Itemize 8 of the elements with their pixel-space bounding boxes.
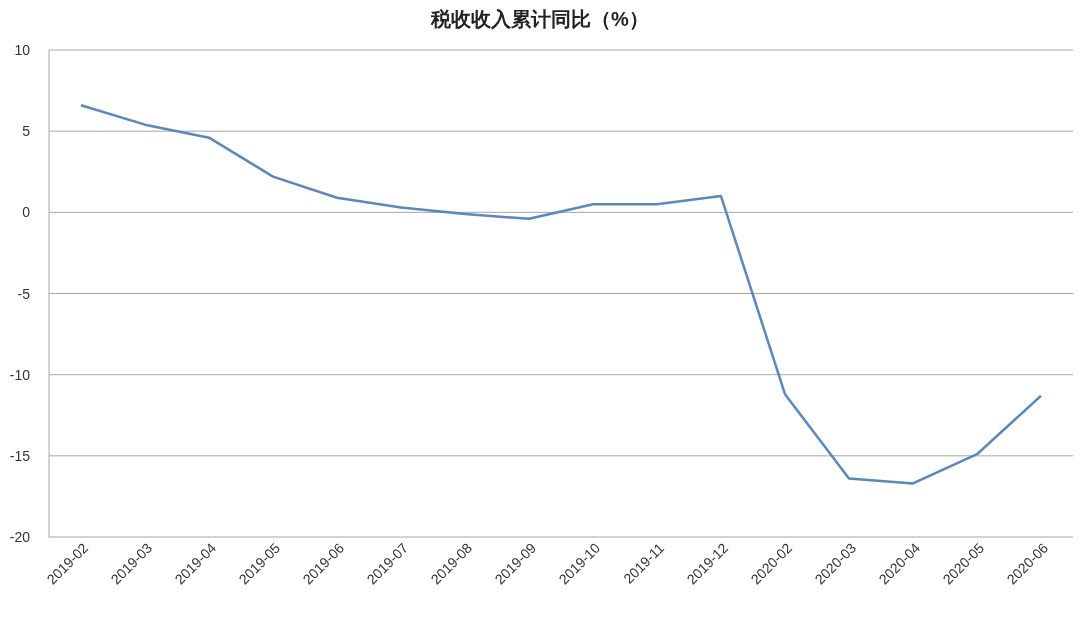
y-tick-label: -10: [9, 366, 31, 383]
y-tick-label: 10: [14, 42, 31, 58]
title: 税收收入累计同比（%）: [431, 8, 649, 30]
y-tick-label: -15: [9, 447, 31, 464]
y-tick-label: 0: [22, 204, 31, 221]
y-tick-label: -5: [17, 285, 31, 302]
y-tick-label: 5: [22, 123, 31, 140]
y-tick-label: -20: [9, 529, 31, 545]
